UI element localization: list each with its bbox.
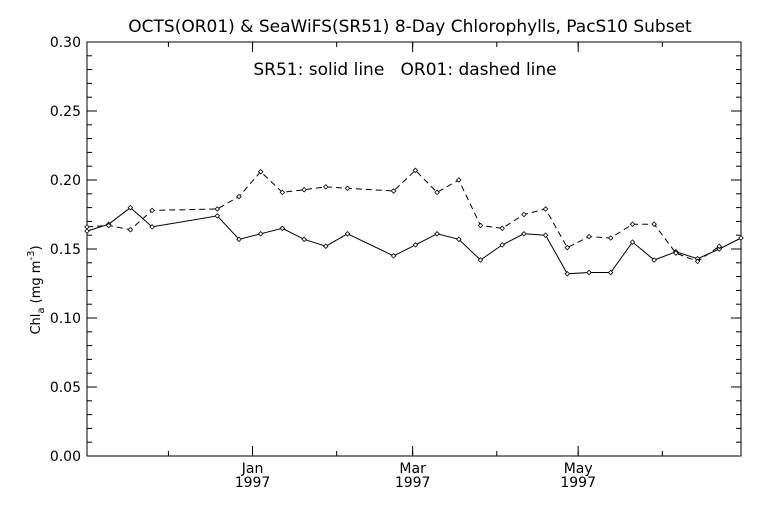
data-point-sr51	[456, 236, 462, 243]
data-point-or01	[499, 225, 505, 232]
x-tick-month: Mar	[399, 461, 426, 477]
data-point-sr51	[629, 239, 636, 245]
data-point-sr51	[716, 246, 723, 252]
y-axis: 0.00 0.05 0.10 0.15 0.20 0.25 0.30	[50, 35, 741, 465]
y-tick-label: 0.15	[50, 242, 81, 258]
y-tick-label: 0.00	[50, 449, 81, 465]
data-point-sr51	[301, 236, 307, 243]
x-tick-year: 1997	[560, 475, 596, 491]
data-point-or01	[214, 206, 221, 212]
data-point-or01	[257, 168, 264, 175]
data-point-or01	[477, 222, 484, 229]
data-point-sr51	[586, 269, 592, 276]
data-point-or01	[84, 224, 90, 230]
y-tick-label: 0.20	[50, 173, 81, 189]
data-point-sr51	[214, 213, 221, 219]
data-point-sr51	[149, 224, 155, 230]
data-point-or01	[564, 244, 571, 251]
data-point-or01	[586, 233, 592, 240]
data-point-sr51	[564, 271, 571, 277]
data-point-sr51	[412, 242, 419, 248]
data-point-or01	[127, 226, 134, 233]
y-axis-label-close: )	[29, 245, 44, 250]
data-point-or01	[651, 221, 657, 227]
data-point-sr51	[127, 204, 134, 211]
data-point-sr51	[323, 243, 329, 249]
data-point-or01	[279, 189, 286, 196]
data-point-sr51	[738, 235, 744, 241]
data-point-or01	[673, 250, 679, 256]
line-style-annotation: SR51: solid line OR01: dashed line	[253, 60, 556, 80]
data-point-sr51	[521, 231, 527, 237]
y-axis-label: Chla (mg m-3)	[26, 245, 47, 334]
x-tick-month: Jan	[241, 461, 264, 477]
data-point-or01	[412, 167, 419, 174]
y-tick-label: 0.05	[50, 380, 81, 396]
chart-title: OCTS(OR01) & SeaWiFS(SR51) 8-Day Chlorop…	[128, 17, 692, 37]
y-tick-label: 0.30	[50, 35, 81, 51]
x-tick-month: May	[564, 461, 593, 477]
data-point-sr51	[542, 232, 549, 238]
data-point-sr51	[84, 228, 90, 234]
data-point-or01	[716, 243, 723, 249]
data-point-or01	[390, 188, 397, 194]
data-point-or01	[301, 186, 307, 193]
y-axis-label-main: Chl	[29, 314, 44, 335]
data-point-sr51	[236, 236, 242, 243]
data-point-or01	[607, 235, 614, 241]
data-point-or01	[149, 207, 155, 214]
x-tick-year: 1997	[395, 475, 431, 491]
data-point-or01	[323, 184, 329, 190]
y-tick-label: 0.10	[50, 311, 81, 327]
data-point-or01	[521, 211, 527, 218]
data-point-sr51	[390, 253, 397, 259]
data-point-or01	[542, 206, 549, 212]
data-point-sr51	[607, 269, 614, 276]
data-point-or01	[434, 189, 440, 196]
data-point-sr51	[499, 242, 505, 248]
data-point-sr51	[651, 257, 657, 263]
data-point-sr51	[477, 257, 484, 263]
data-point-or01	[236, 193, 242, 200]
data-point-sr51	[434, 231, 440, 237]
y-axis-label-subscript: a	[36, 307, 47, 313]
data-point-sr51	[344, 231, 351, 237]
data-point-sr51	[279, 225, 286, 232]
data-point-or01	[694, 258, 701, 265]
data-point-or01	[344, 185, 351, 192]
x-tick-year: 1997	[235, 475, 271, 491]
data-point-or01	[456, 177, 462, 183]
y-axis-label-exponent: -3	[26, 251, 37, 261]
series-line-or01	[86, 169, 720, 262]
plot-frame	[86, 41, 742, 457]
data-point-sr51	[257, 231, 264, 237]
y-tick-label: 0.25	[50, 104, 81, 120]
series-layer	[84, 167, 744, 277]
data-point-or01	[629, 221, 636, 227]
data-point-or01	[105, 222, 112, 229]
y-axis-label-unit: (mg m	[29, 261, 44, 308]
series-line-sr51	[86, 206, 742, 275]
